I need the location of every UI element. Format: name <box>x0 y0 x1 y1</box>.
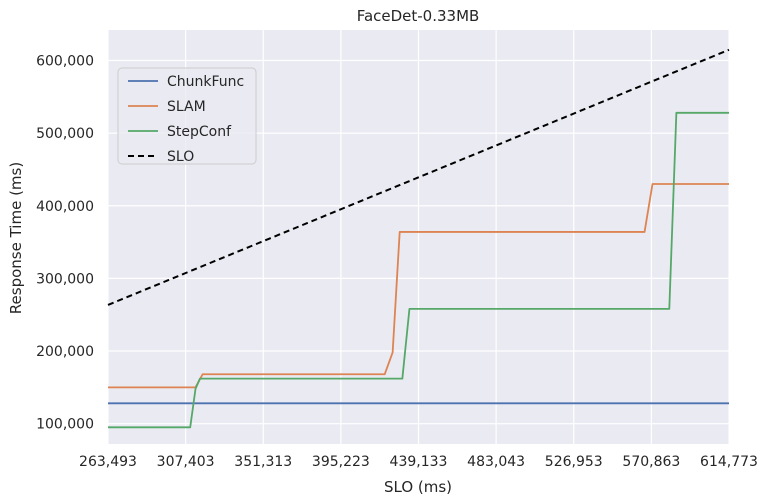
x-axis-title: SLO (ms) <box>384 478 452 496</box>
y-tick-label: 400,000 <box>36 199 94 215</box>
series-layer <box>107 48 730 429</box>
x-tick-label: 395,223 <box>312 454 370 470</box>
y-axis-title: Response Time (ms) <box>7 162 25 314</box>
legend-label: StepConf <box>167 124 232 140</box>
chart-title: FaceDet-0.33MB <box>357 7 480 25</box>
legend-label: SLO <box>167 149 194 165</box>
x-tick-label: 614,773 <box>700 454 758 470</box>
legend-label: SLAM <box>167 99 206 115</box>
y-tick-label: 600,000 <box>36 54 94 70</box>
y-tick-label: 500,000 <box>36 126 94 142</box>
x-tick-label: 570,863 <box>622 454 680 470</box>
y-tick-label: 100,000 <box>36 417 94 433</box>
y-ticks: 100,000 200,000 300,000 400,000 500,000 600,0… <box>36 54 94 433</box>
x-tick-label: 439,133 <box>390 454 448 470</box>
x-tick-label: 526,953 <box>545 454 603 470</box>
x-tick-label: 263,493 <box>79 454 137 470</box>
x-tick-label: 483,043 <box>467 454 525 470</box>
y-tick-label: 300,000 <box>36 271 94 287</box>
x-tick-label: 307,403 <box>157 454 215 470</box>
x-ticks: 263,493 307,403 351,313 395,223 439,133 483,0… <box>79 454 758 470</box>
series-line-stepconf <box>108 111 729 429</box>
series-line-slo <box>107 48 730 306</box>
grid <box>107 30 730 444</box>
legend: ChunkFunc SLAM StepConf SLO <box>117 67 257 165</box>
legend-label: ChunkFunc <box>167 74 244 90</box>
legend-box <box>117 67 257 165</box>
y-tick-label: 200,000 <box>36 344 94 360</box>
x-tick-label: 351,313 <box>234 454 292 470</box>
